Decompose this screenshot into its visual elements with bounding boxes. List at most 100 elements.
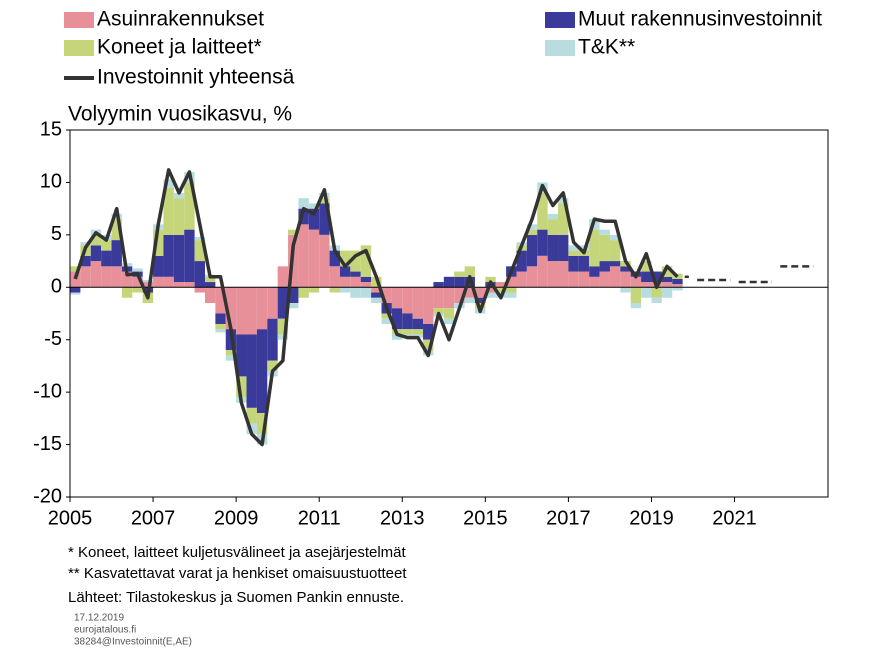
bar-segment xyxy=(526,266,538,288)
bar-segment xyxy=(298,287,309,298)
date: 17.12.2019 xyxy=(74,613,124,624)
bar-segment xyxy=(236,376,247,398)
bar-segment xyxy=(578,271,590,288)
bar-segment xyxy=(661,287,673,298)
bar-segment xyxy=(319,198,330,204)
bar-segment xyxy=(464,266,475,277)
bar-segment xyxy=(132,268,143,272)
bar-segment xyxy=(246,407,257,424)
bar-segment xyxy=(391,308,403,330)
bar-segment xyxy=(609,234,621,241)
bar-segment xyxy=(495,282,507,288)
bar-segment xyxy=(298,224,309,288)
bar-segment xyxy=(225,287,237,330)
bar-segment xyxy=(641,287,652,298)
bar-segment xyxy=(661,282,673,288)
bar-segment xyxy=(443,318,455,324)
bar-segment xyxy=(526,234,538,267)
bar-segment xyxy=(412,287,424,319)
bar-segment xyxy=(80,255,91,267)
bar-segment xyxy=(381,287,392,304)
bar-segment xyxy=(308,208,320,230)
bar-segment xyxy=(267,318,278,361)
bar-segment xyxy=(381,318,392,324)
bar-segment xyxy=(90,234,102,246)
bar-segment xyxy=(90,261,102,288)
legend-label: Investoinnit yhteensä xyxy=(97,66,295,89)
bar-segment xyxy=(80,242,91,246)
bar-segment xyxy=(609,240,621,262)
bar-segment xyxy=(672,278,683,285)
bar-segment xyxy=(412,318,424,330)
bar-segment xyxy=(433,308,444,314)
bar-segment xyxy=(620,271,631,288)
bar-segment xyxy=(547,261,559,288)
bar-segment xyxy=(506,292,517,298)
bar-segment xyxy=(153,255,164,277)
bar-segment xyxy=(568,245,579,251)
bar-segment xyxy=(70,266,81,272)
y-tick-label: -5 xyxy=(44,328,62,350)
bar-segment xyxy=(568,255,579,272)
bar-segment xyxy=(558,234,569,262)
bar-segment xyxy=(173,198,185,235)
y-tick-label: -20 xyxy=(33,485,62,507)
bar-segment xyxy=(350,287,361,298)
bar-segment xyxy=(101,240,112,251)
bar-segment xyxy=(329,287,340,293)
bar-segment xyxy=(630,303,642,309)
bar-segment xyxy=(641,261,652,272)
y-tick-label: 0 xyxy=(51,276,62,298)
x-tick-label: 2005 xyxy=(48,507,93,529)
bar-segment xyxy=(319,234,330,288)
bar-segment xyxy=(661,276,673,283)
y-tick-label: 5 xyxy=(51,223,62,245)
bar-segment xyxy=(433,282,444,288)
bar-segment xyxy=(412,329,424,335)
bar-segment xyxy=(215,329,226,333)
bar-segment xyxy=(672,287,683,291)
bar-segment xyxy=(360,282,372,288)
bar-segment xyxy=(246,334,257,408)
y-tick-label: 15 xyxy=(40,118,62,140)
bar-segment xyxy=(111,240,122,267)
bar-segment xyxy=(288,229,299,235)
y-tick-label: 10 xyxy=(40,171,62,193)
bar-segment xyxy=(485,292,496,298)
bar-segment xyxy=(641,282,652,288)
bar-segment xyxy=(464,297,475,304)
bar-segment xyxy=(495,287,507,293)
bar-segment xyxy=(225,350,237,356)
bar-segment xyxy=(454,276,465,288)
bar-segment xyxy=(350,271,361,277)
bar-segment xyxy=(70,292,81,295)
bar-segment xyxy=(184,182,195,230)
total-line xyxy=(73,168,679,447)
plot-frame xyxy=(69,129,829,498)
bar-segment xyxy=(215,287,226,314)
bar-segment xyxy=(537,255,548,288)
legend-swatch xyxy=(545,12,575,28)
bar-segment xyxy=(547,213,559,220)
bar-segment xyxy=(547,234,559,262)
bar-segment xyxy=(371,287,382,293)
bar-segment xyxy=(391,287,403,309)
bar-segment xyxy=(402,329,413,335)
bar-segment xyxy=(360,276,372,283)
bar-segment xyxy=(298,198,309,209)
bar-segment xyxy=(371,292,382,298)
bar-segment xyxy=(630,287,642,304)
bar-segment xyxy=(651,271,662,283)
bar-segment xyxy=(121,271,133,288)
bar-segment xyxy=(381,313,392,319)
bar-segment xyxy=(308,203,320,209)
bar-segment xyxy=(277,318,289,335)
bar-segment xyxy=(173,282,185,288)
bar-segment xyxy=(537,192,548,230)
bar-segment xyxy=(246,287,257,335)
y-axis-title: Volyymin vuosikasvu, % xyxy=(68,103,292,126)
bar-segment xyxy=(526,224,538,230)
bar-segment xyxy=(402,313,413,330)
y-tick-label: -10 xyxy=(33,380,62,402)
